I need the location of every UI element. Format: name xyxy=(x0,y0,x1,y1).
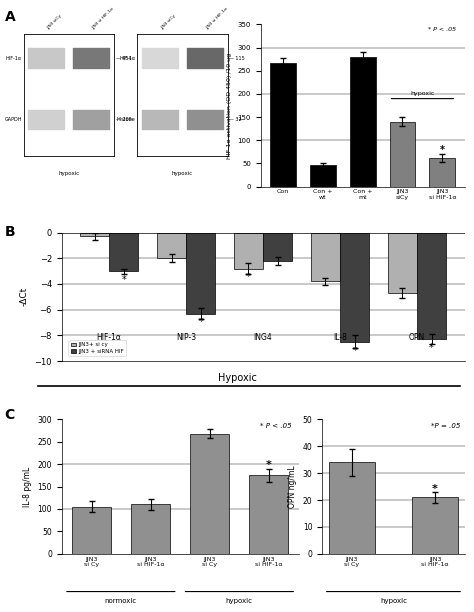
Text: *: * xyxy=(429,343,434,353)
Text: GAPDH: GAPDH xyxy=(4,117,22,122)
Bar xyxy=(311,233,340,282)
Text: Histone: Histone xyxy=(117,117,136,122)
Text: Hypoxic: Hypoxic xyxy=(218,373,256,383)
Y-axis label: IL-8 pg/mL: IL-8 pg/mL xyxy=(23,466,32,507)
Text: *: * xyxy=(352,346,357,356)
Text: C: C xyxy=(5,408,15,422)
Text: hypoxic: hypoxic xyxy=(380,599,407,604)
Bar xyxy=(186,233,215,313)
Bar xyxy=(157,233,186,258)
Bar xyxy=(109,233,138,271)
Bar xyxy=(234,233,263,269)
Text: *: * xyxy=(266,460,272,469)
Bar xyxy=(390,122,415,187)
Text: IL-8: IL-8 xyxy=(333,333,347,341)
Bar xyxy=(80,233,109,236)
Text: *: * xyxy=(121,275,126,285)
Text: JJN3 si HIF-1α: JJN3 si HIF-1α xyxy=(205,7,228,30)
Bar xyxy=(191,433,229,554)
Text: JJN3 si HIF-1α: JJN3 si HIF-1α xyxy=(91,7,115,30)
Bar xyxy=(340,233,369,341)
Text: ING4: ING4 xyxy=(254,333,273,341)
Text: hypoxic: hypoxic xyxy=(172,171,193,176)
Bar xyxy=(412,498,458,554)
Text: *: * xyxy=(198,318,203,327)
Bar xyxy=(131,504,170,554)
Bar xyxy=(429,158,455,187)
Text: NIP-3: NIP-3 xyxy=(176,333,196,341)
Text: hypoxic: hypoxic xyxy=(226,599,253,604)
Legend: JJN3+ si cy, JJN3 + siRNA HIF: JJN3+ si cy, JJN3 + siRNA HIF xyxy=(68,340,126,356)
Text: HIF-1α: HIF-1α xyxy=(97,333,122,341)
Text: *: * xyxy=(440,145,445,155)
Y-axis label: OPN ng/mL: OPN ng/mL xyxy=(288,465,297,508)
Text: hypoxic: hypoxic xyxy=(410,91,435,96)
Bar xyxy=(73,507,111,554)
Text: HIF-1α: HIF-1α xyxy=(6,56,22,61)
Text: JJN3 siCy: JJN3 siCy xyxy=(160,13,176,30)
Text: — 209: — 209 xyxy=(116,117,131,122)
Text: — 454: — 454 xyxy=(116,56,131,61)
Text: HIF-1α: HIF-1α xyxy=(119,56,136,61)
Text: — 115: — 115 xyxy=(229,56,245,61)
Bar xyxy=(350,57,375,187)
Bar xyxy=(310,165,336,187)
Y-axis label: -ΔCt: -ΔCt xyxy=(20,287,29,307)
Bar xyxy=(263,233,292,261)
Text: * P < .05: * P < .05 xyxy=(260,424,292,429)
Text: A: A xyxy=(5,10,16,24)
Text: *P = .05: *P = .05 xyxy=(431,424,460,429)
Text: hypoxic: hypoxic xyxy=(58,171,79,176)
Text: OPN: OPN xyxy=(409,333,425,341)
Text: — 32: — 32 xyxy=(229,117,242,122)
Text: B: B xyxy=(5,225,15,239)
Text: JJN3 siCy: JJN3 siCy xyxy=(46,13,63,30)
Y-axis label: HIF-1α activation (OD 450) /10 ug: HIF-1α activation (OD 450) /10 ug xyxy=(227,53,232,159)
Text: normoxic: normoxic xyxy=(105,599,137,604)
Text: *: * xyxy=(432,484,438,494)
Bar xyxy=(270,63,296,187)
Text: * P < .05: * P < .05 xyxy=(428,28,456,32)
Bar xyxy=(417,233,446,339)
Bar xyxy=(249,476,288,554)
Bar xyxy=(388,233,417,293)
Bar xyxy=(329,462,374,554)
Text: *: * xyxy=(246,272,251,282)
